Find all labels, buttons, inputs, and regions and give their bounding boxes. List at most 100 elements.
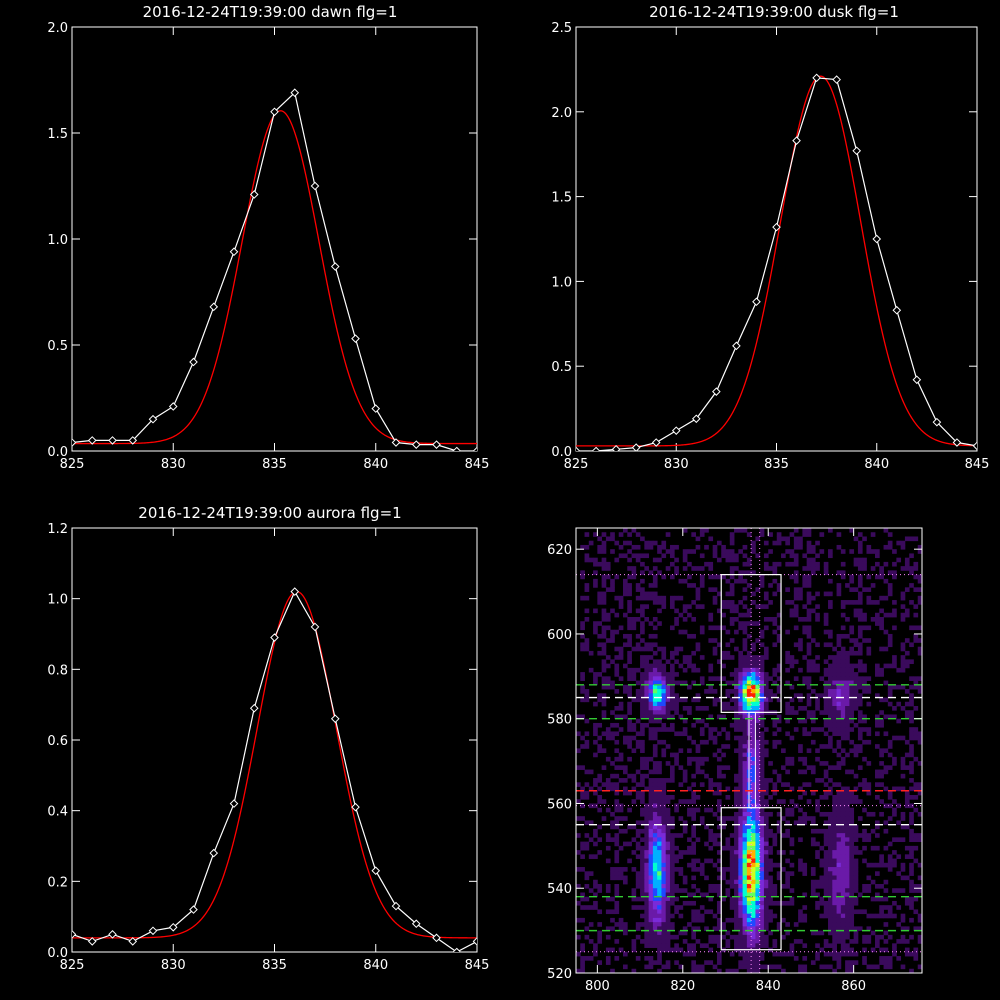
heatmap-cell	[661, 824, 667, 830]
heatmap-cell	[768, 858, 773, 864]
heatmap-cell	[644, 930, 650, 936]
heatmap-cell	[652, 875, 658, 881]
heatmap-cell	[742, 722, 748, 728]
heatmap-cell	[627, 655, 632, 660]
y-tick-label: 620	[547, 543, 572, 558]
heatmap-cell	[652, 731, 658, 737]
heatmap-cell	[674, 659, 679, 665]
heatmap-cell	[806, 765, 812, 770]
heatmap-cell	[725, 591, 731, 597]
data-point	[128, 436, 138, 445]
heatmap-cell	[887, 540, 893, 546]
heatmap-cell	[665, 828, 671, 834]
heatmap-cell	[810, 663, 816, 669]
heatmap-cell	[883, 680, 889, 686]
heatmap-cell	[734, 773, 739, 779]
heatmap-cell	[763, 892, 769, 898]
heatmap-cell	[789, 947, 795, 953]
heatmap-cell	[776, 667, 782, 673]
heatmap-cell	[631, 672, 637, 677]
heatmap-cell	[669, 701, 675, 707]
heatmap-cell	[644, 858, 650, 864]
heatmap-cell	[669, 604, 675, 609]
heatmap-cell	[751, 820, 756, 826]
heatmap-cell	[755, 795, 761, 800]
heatmap-cell	[734, 727, 739, 732]
heatmap-cell	[678, 595, 684, 601]
heatmap-cell	[708, 782, 714, 787]
heatmap-cell	[845, 917, 850, 923]
heatmap-cell	[640, 837, 645, 843]
heatmap-cell	[601, 714, 607, 720]
heatmap-cell	[742, 943, 748, 948]
heatmap-cell	[836, 960, 842, 965]
data-point	[108, 436, 117, 445]
heatmap-cell	[665, 697, 671, 703]
heatmap-cell	[584, 731, 590, 737]
heatmap-cell	[751, 871, 756, 876]
heatmap-cell	[900, 544, 906, 550]
heatmap-cell	[793, 557, 799, 563]
heatmap-cell	[682, 727, 688, 732]
heatmap-cell	[751, 752, 756, 758]
heatmap-cell	[857, 926, 863, 932]
heatmap-cell	[644, 697, 650, 703]
heatmap-cell	[652, 625, 658, 631]
heatmap-cell	[772, 744, 778, 749]
heatmap-cell	[614, 557, 620, 563]
x-tick-label: 840	[756, 979, 781, 994]
heatmap-cell	[605, 956, 611, 961]
heatmap-cell	[917, 790, 922, 796]
heatmap-cell	[768, 549, 773, 554]
heatmap-cell	[836, 697, 842, 703]
heatmap-cell	[644, 684, 650, 690]
heatmap-cell	[806, 748, 812, 754]
data-point	[72, 930, 77, 939]
heatmap-cell	[849, 833, 855, 838]
heatmap-cell	[648, 956, 654, 961]
heatmap-cell	[652, 706, 658, 711]
heatmap-cell	[576, 782, 581, 787]
heatmap-cell	[849, 850, 855, 855]
heatmap-cell	[708, 939, 714, 944]
heatmap-cell	[640, 659, 645, 665]
heatmap-cell	[742, 676, 748, 681]
heatmap-cell	[909, 625, 914, 631]
heatmap-cell	[789, 549, 795, 554]
heatmap-cell	[751, 744, 756, 749]
heatmap-cell	[853, 909, 859, 915]
heatmap-cell	[644, 879, 650, 885]
heatmap-cell	[823, 693, 829, 698]
heatmap-cell	[798, 536, 803, 542]
heatmap-cell	[806, 782, 812, 787]
heatmap-cell	[892, 943, 897, 948]
heatmap-cell	[909, 786, 914, 792]
heatmap-cell	[652, 799, 658, 804]
heatmap-cell	[699, 739, 705, 745]
heatmap-cell	[627, 667, 632, 673]
heatmap-cell	[738, 854, 743, 859]
heatmap-cell	[879, 854, 884, 859]
heatmap-cell	[857, 799, 863, 804]
heatmap-cell	[806, 714, 812, 720]
heatmap-cell	[763, 672, 769, 677]
heatmap-cell	[862, 684, 867, 690]
x-tick-label: 845	[465, 958, 490, 973]
heatmap-cell	[759, 790, 765, 796]
heatmap-cell	[836, 854, 842, 859]
heatmap-cell	[913, 680, 919, 686]
heatmap-cell	[721, 816, 726, 821]
heatmap-cell	[580, 574, 585, 580]
heatmap-cell	[917, 811, 922, 817]
heatmap-cell	[789, 756, 795, 762]
heatmap-cell	[849, 922, 855, 927]
heatmap-cell	[644, 837, 650, 843]
heatmap-cell	[755, 951, 761, 957]
heatmap-cell	[661, 909, 667, 915]
heatmap-cell	[909, 684, 914, 690]
heatmap-cell	[776, 850, 782, 855]
heatmap-cell	[870, 879, 876, 885]
data-point	[330, 714, 340, 724]
heatmap-cell	[597, 650, 603, 656]
heatmap-cell	[875, 939, 880, 944]
